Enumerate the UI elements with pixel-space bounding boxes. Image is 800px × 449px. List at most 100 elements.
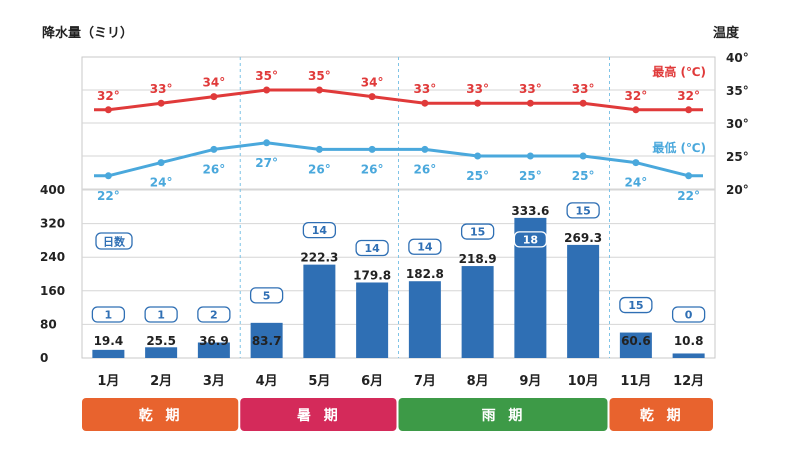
rain-days-box [408,238,442,255]
low-temp-point [104,172,112,180]
rain-days-value: 1 [105,309,113,322]
rain-days-value: 15 [575,204,590,217]
rain-days-value: 14 [364,242,380,255]
low-temp-point [421,145,429,153]
season-band [609,398,713,431]
month-label: 9月 [519,374,541,389]
high-temp-point [421,99,429,107]
precip-value-label: 19.4 [94,334,124,348]
low-temp-point [526,152,534,160]
rain-days-value: 1 [157,309,165,322]
precip-bar [197,342,230,358]
high-temp-series-name: 最高 (℃) [652,64,706,79]
high-temp-label: 34° [203,76,226,90]
month-label: 2月 [150,374,172,389]
precip-value-label: 333.6 [511,204,549,218]
low-temp-point [368,145,376,153]
low-temp-label: 24° [625,176,648,190]
rain-days-value: 15 [628,299,643,312]
rain-days-box [249,287,284,304]
high-temp-label: 33° [519,82,542,96]
temp-tick-label: 25° [726,150,749,164]
rain-days-box [460,223,495,240]
precip-value-label: 60.6 [621,334,651,348]
rain-days-box [513,231,548,248]
precip-value-label: 222.3 [300,251,338,265]
high-temp-label: 33° [150,82,173,96]
precip-tick-label: 400 [40,183,65,197]
rain-days-box [302,221,337,239]
season-band [240,398,397,431]
month-label: 11月 [620,374,651,389]
high-temp-label: 32° [677,89,700,103]
high-temp-label: 32° [97,89,120,103]
rain-days-value: 0 [685,309,693,322]
low-temp-label: 27° [255,156,278,170]
rain-days-legend-label: 日数 [103,235,126,249]
precip-tick-label: 0 [40,351,48,365]
precip-value-label: 36.9 [199,334,229,348]
low-temp-series-name: 最低 (℃) [652,140,706,155]
month-label: 10月 [568,374,599,389]
season-label: 雨 期 [482,408,527,424]
high-temp-point [104,106,112,114]
low-temp-label: 25° [572,169,595,183]
high-temp-label: 33° [572,82,595,96]
precip-value-label: 83.7 [252,334,282,348]
month-label: 3月 [203,374,225,389]
high-temp-point [526,99,534,107]
rain-days-box [197,306,231,323]
high-temp-label: 32° [625,89,648,103]
month-label: 6月 [361,374,383,389]
precip-bar [92,349,125,358]
precip-tick-label: 320 [40,217,65,231]
rain-days-value: 15 [470,226,485,239]
low-temp-point [579,152,587,160]
high-temp-line [94,88,703,112]
low-temp-label: 26° [308,162,331,176]
precip-bar [619,332,652,358]
low-temp-point [210,145,218,153]
high-temp-point [474,99,482,107]
temp-tick-label: 40° [726,51,749,65]
precip-bar [250,322,283,358]
precip-bar [567,244,600,358]
low-temp-label: 22° [97,189,120,203]
precip-axis-title: 降水量（ミリ） [42,25,133,41]
low-temp-label: 26° [414,162,437,176]
season-band [82,398,239,431]
low-temp-label: 26° [203,162,226,176]
rain-days-legend-box [95,232,133,250]
precip-value-label: 182.8 [406,267,444,281]
month-label: 5月 [308,374,330,389]
high-temp-point [210,93,218,101]
high-temp-label: 33° [466,82,489,96]
month-label: 8月 [467,374,489,389]
season-label: 乾 期 [139,407,184,424]
low-temp-point [263,139,271,147]
low-temp-line [94,141,703,178]
precip-tick-label: 160 [40,284,65,298]
season-label: 暑 期 [297,408,342,424]
season-label: 乾 期 [640,407,685,424]
precip-bar [672,353,705,358]
rain-days-box [619,296,653,314]
high-temp-point [632,106,640,114]
rain-days-value: 18 [523,233,538,246]
rain-days-box [91,306,126,323]
low-temp-point [315,145,323,153]
temp-tick-label: 30° [726,117,749,131]
temp-axis-title: 温度 [713,25,740,41]
precip-value-label: 218.9 [459,252,497,266]
rain-days-value: 5 [263,289,271,302]
high-temp-label: 33° [414,82,437,96]
low-temp-point [474,152,482,160]
high-temp-label: 35° [255,69,278,83]
month-label: 1月 [97,374,119,389]
precip-bar [461,266,494,358]
rain-days-value: 2 [210,309,218,322]
high-temp-label: 35° [308,69,331,83]
precip-value-label: 179.8 [353,268,391,282]
month-label: 7月 [414,374,436,389]
precip-value-label: 269.3 [564,231,602,245]
